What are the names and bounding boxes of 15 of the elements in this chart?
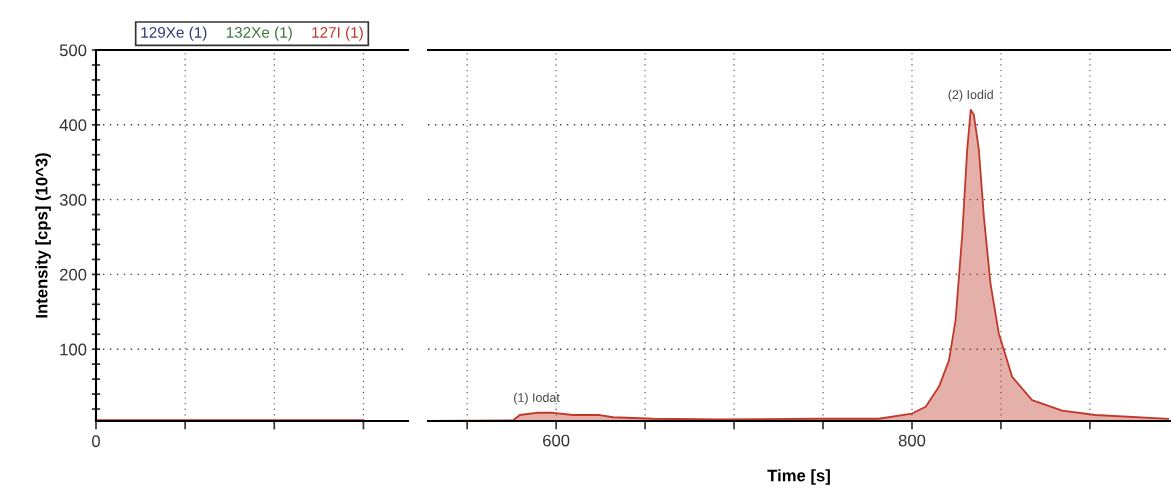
y-tick-label: 500 [59,44,87,57]
annotation: (1) Iodat [514,392,560,405]
x-tick-label: 800 [898,434,926,447]
y-axis-title: Intensity [cps] (10^3) [35,153,51,318]
y-tick-label: 200 [60,268,87,281]
text: 0 [92,435,100,448]
x-axis-title: Time [s] [767,469,830,485]
x-tick-label: 600 [543,434,570,447]
y-tick-label: 400 [59,119,87,131]
y-tick-label: 300 [59,194,87,206]
annotation: (2) Iodid [948,89,993,102]
text: 127I (1) [312,26,363,41]
legend-label: 129Xe (1) [141,26,207,41]
y-tick-label: 100 [60,343,87,356]
legend-label: 132Xe (1) [226,26,292,41]
